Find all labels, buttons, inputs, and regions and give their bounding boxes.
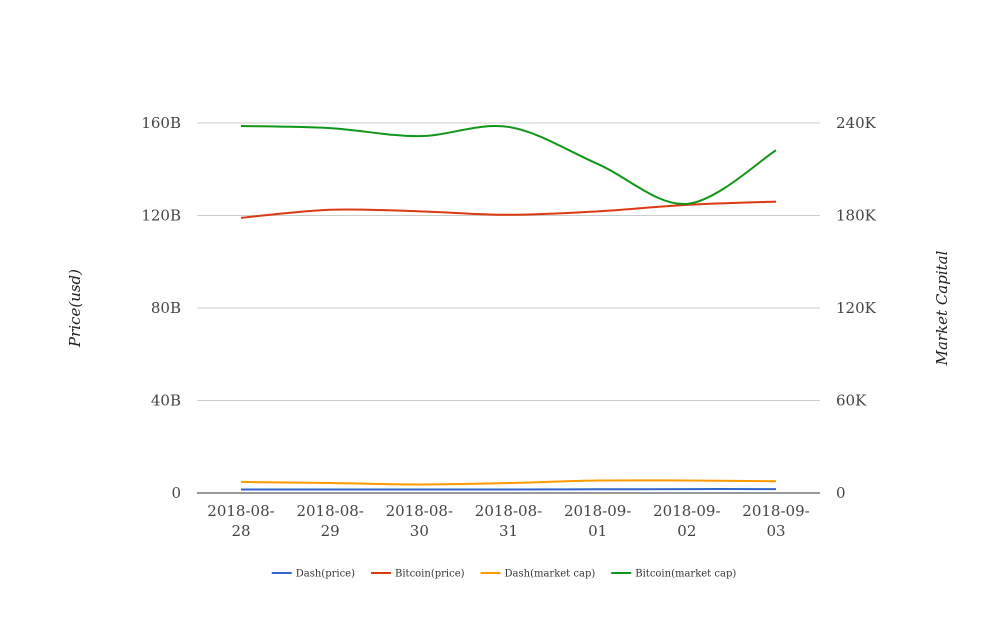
legend-label: Bitcoin(price)	[395, 569, 465, 580]
left-y-tick-label: 80B	[151, 299, 181, 317]
x-tick-label: 2018-08-31	[475, 502, 542, 540]
right-y-tick-label: 180K	[836, 207, 877, 225]
series-line-3	[241, 126, 776, 204]
right-y-tick-label: 120K	[836, 299, 877, 317]
x-tick-label: 2018-09-01	[564, 502, 631, 540]
x-tick-label: 2018-09-03	[742, 502, 809, 540]
left-y-tick-label: 160B	[141, 114, 181, 132]
right-y-tick-label: 60K	[836, 392, 867, 410]
right-y-tick-label: 240K	[836, 114, 877, 132]
left-axis-title: Price(usd)	[66, 269, 84, 348]
legend: Dash(price) Bitcoin(price) Dash(market cap…	[272, 569, 737, 580]
right-axis-title: Market Capital	[933, 250, 951, 366]
grid-lines	[197, 123, 820, 493]
left-y-tick-label: 120B	[141, 207, 181, 225]
right-y-tick-label: 0	[836, 484, 846, 502]
x-tick-label: 2018-08-30	[386, 502, 453, 540]
left-y-tick-label: 40B	[151, 392, 181, 410]
series-line-2	[241, 480, 776, 484]
legend-label: Bitcoin(market cap)	[635, 569, 736, 580]
axes: 0 40B 80B 120B 160B 0 60K 120K 180K 240K 2018-08-2…	[141, 114, 876, 540]
legend-label: Dash(market cap)	[505, 569, 596, 580]
left-y-tick-label: 0	[171, 484, 181, 502]
x-tick-label: 2018-09-02	[653, 502, 720, 540]
x-tick-label: 2018-08-28	[207, 502, 274, 540]
x-tick-label: 2018-08-29	[296, 502, 363, 540]
legend-label: Dash(price)	[296, 569, 355, 580]
